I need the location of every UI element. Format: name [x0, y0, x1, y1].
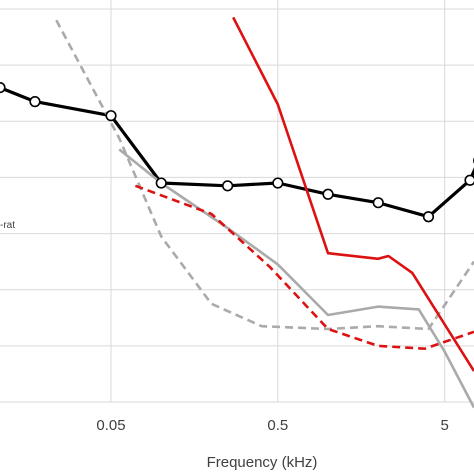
series-line — [118, 148, 474, 409]
series-line — [55, 19, 474, 331]
x-tick-labels: 0.05 0.5 5 — [96, 417, 448, 434]
data-point — [222, 180, 234, 192]
data-point — [422, 211, 435, 223]
x-tick-label: 0.05 — [96, 417, 125, 434]
data-point — [272, 177, 284, 189]
gridlines — [0, 0, 474, 403]
x-tick-label: 0.5 — [267, 417, 288, 434]
legend-fragment: -rat — [0, 220, 15, 231]
x-axis-title: Frequency (kHz) — [207, 454, 318, 471]
data-point — [155, 177, 167, 189]
x-tick-label: 5 — [440, 417, 448, 434]
marker-layer — [0, 82, 474, 223]
data-point — [0, 82, 6, 94]
data-point — [29, 96, 41, 108]
data-point — [322, 188, 334, 200]
series-line — [232, 16, 474, 372]
data-point — [105, 110, 117, 122]
series-line — [134, 184, 474, 351]
data-point — [372, 197, 384, 209]
series-line — [0, 86, 474, 219]
data-point — [464, 174, 474, 186]
series-layer — [0, 16, 474, 409]
